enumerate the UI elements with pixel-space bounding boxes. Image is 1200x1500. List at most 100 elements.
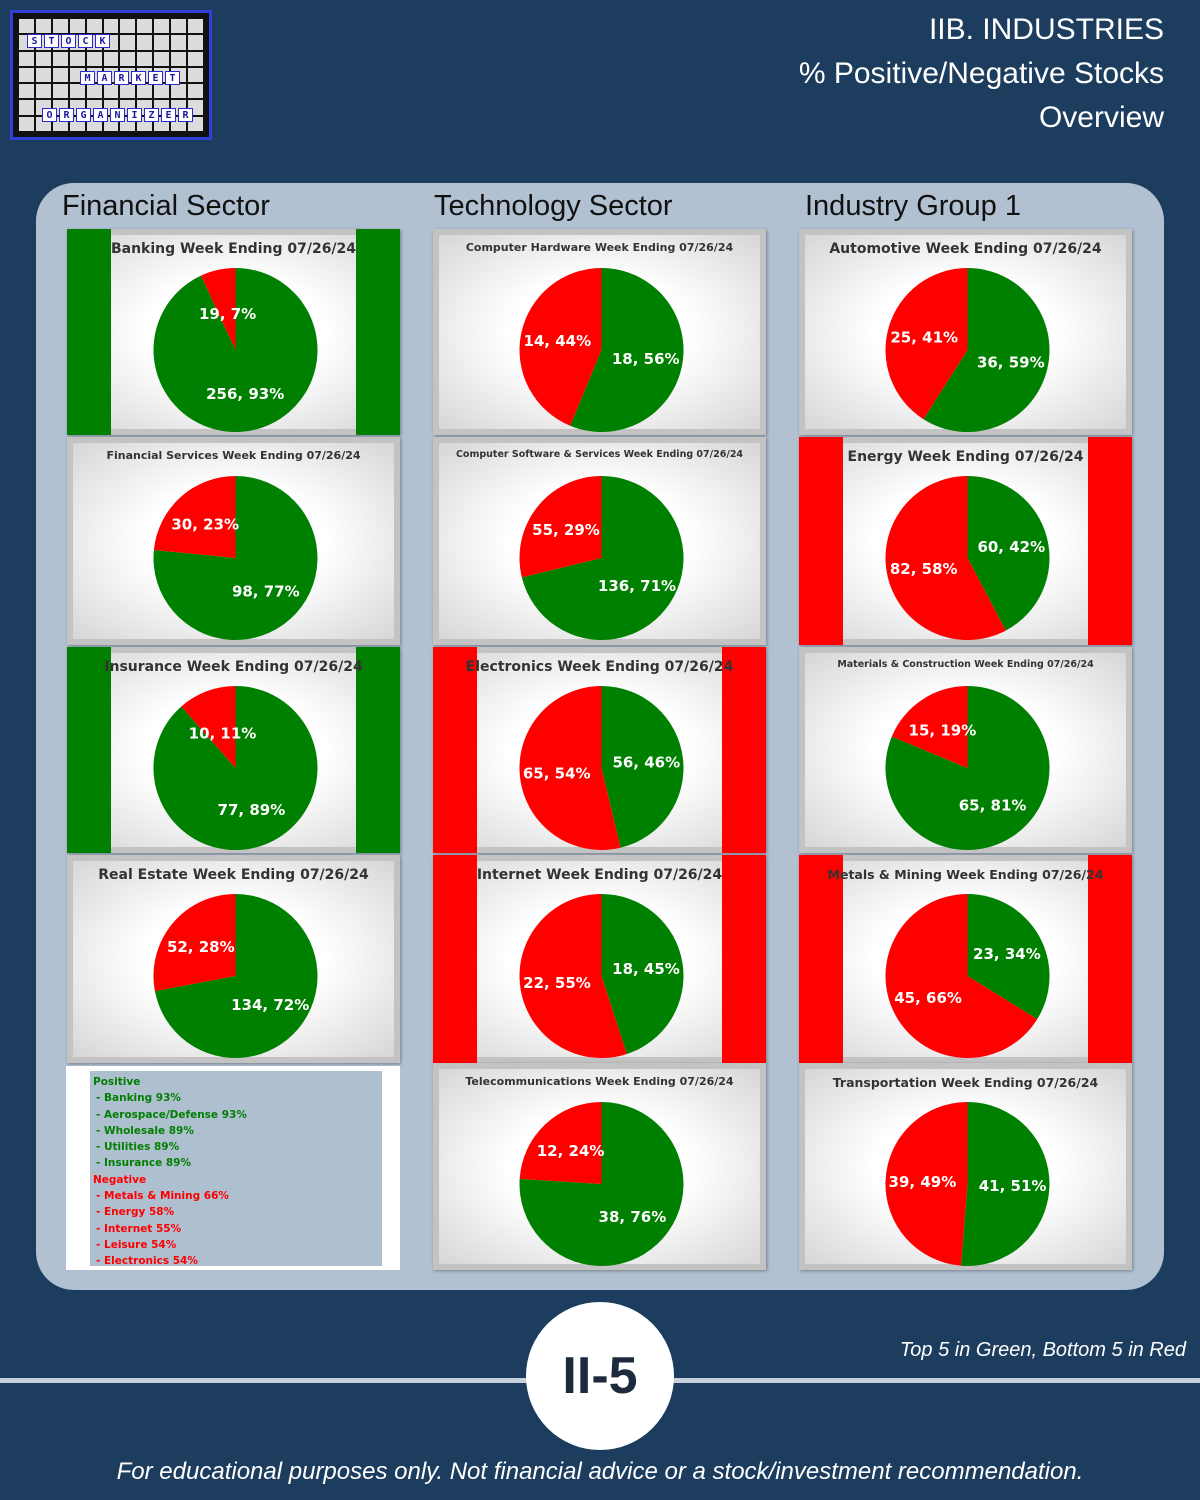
logo-grid-cell — [171, 19, 187, 34]
chart-title: Real Estate Week Ending 07/26/24 — [98, 867, 369, 883]
logo-grid-cell — [120, 84, 136, 99]
logo-letter: E — [148, 71, 163, 85]
pie-slice-negative — [519, 894, 627, 1058]
summary-negative-item: - Energy 58% — [96, 1206, 175, 1219]
pie-slice-negative — [181, 686, 236, 768]
pie-chart: 77, 89% 10, 11% — [153, 686, 318, 850]
logo-grid-cell — [52, 19, 68, 34]
summary-box: Positive - Banking 93% - Aerospace/Defen… — [90, 1071, 382, 1267]
pie-chart-card: Real Estate Week Ending 07/26/24 134, 72%… — [67, 855, 400, 1063]
summary-positive-heading: Positive — [93, 1076, 141, 1088]
pie-chart-card: Computer Software & Services Week Ending… — [433, 437, 766, 645]
bottom-5-highlight-bar — [799, 437, 843, 645]
logo-letter: S — [27, 34, 42, 48]
pie-chart-card: Financial Services Week Ending 07/26/24 9… — [67, 437, 400, 645]
logo-grid-cell — [52, 84, 68, 99]
pie-slice-positive — [521, 476, 684, 640]
pie-slice-negative — [885, 476, 1006, 640]
chart-title: Electronics Week Ending 07/26/24 — [465, 659, 734, 675]
logo-letter: A — [93, 108, 108, 122]
logo-grid-cell — [69, 19, 85, 34]
logo-letter: T — [44, 34, 59, 48]
data-label-negative: 15, 19% — [909, 722, 977, 740]
bottom-5-highlight-bar — [799, 855, 843, 1063]
pie-slice-positive — [601, 894, 684, 1054]
header-line-1: IIB. INDUSTRIES — [928, 13, 1164, 46]
chart-title: Insurance Week Ending 07/26/24 — [104, 659, 363, 675]
logo-grid-cell — [19, 84, 34, 99]
logo-letter: E — [161, 108, 176, 122]
logo-grid-cell — [69, 51, 85, 66]
pie-slice-positive — [923, 268, 1050, 432]
pie-chart: 134, 72% 52, 28% — [153, 894, 318, 1058]
logo-grid-cell — [188, 35, 203, 50]
data-label-negative: 10, 11% — [189, 725, 257, 743]
logo-grid-cell — [35, 84, 51, 99]
data-label-negative: 39, 49% — [889, 1173, 957, 1191]
data-label-negative: 12, 24% — [537, 1142, 605, 1160]
logo-letter: T — [165, 71, 180, 85]
logo-grid-cell — [154, 51, 170, 66]
logo-grid-cell — [188, 67, 203, 83]
chart-title: Computer Hardware Week Ending 07/26/24 — [465, 241, 734, 254]
data-label-positive: 65, 81% — [959, 797, 1027, 815]
logo-grid-cell — [137, 35, 153, 50]
pie-slice-negative — [519, 686, 621, 850]
chart-title: Materials & Construction Week Ending 07/… — [837, 659, 1094, 670]
pie-chart-card: Insurance Week Ending 07/26/24 77, 89% 10,… — [67, 647, 400, 853]
data-label-positive: 60, 42% — [977, 538, 1045, 556]
logo-grid-cell — [171, 35, 187, 50]
bottom-5-highlight-bar — [433, 855, 477, 1063]
pie-slice-negative — [885, 268, 968, 420]
pie-slice-positive — [885, 686, 1050, 850]
pie-chart-card: Banking Week Ending 07/26/24 256, 93% 19, … — [67, 229, 400, 435]
pie-chart-card: Internet Week Ending 07/26/24 18, 45% 22, … — [433, 855, 766, 1063]
data-label-negative: 25, 41% — [890, 328, 958, 346]
logo-grid-cell — [19, 116, 34, 131]
page-number-badge: II-5 — [526, 1302, 674, 1450]
pie-slice-negative — [519, 1102, 602, 1184]
chart-title: Computer Software & Services Week Ending… — [455, 449, 744, 460]
data-label-positive: 38, 76% — [599, 1208, 667, 1226]
top-5-highlight-bar — [356, 647, 400, 853]
summary-negative-item: - Internet 55% — [96, 1222, 182, 1235]
pie-chart: 18, 45% 22, 55% — [519, 894, 684, 1058]
pie-slice-positive — [967, 894, 1050, 1020]
chart-title: Internet Week Ending 07/26/24 — [476, 867, 723, 883]
pie-slice-negative — [519, 268, 602, 426]
logo-grid-cell — [19, 19, 34, 34]
header-line-3: Overview — [1038, 101, 1164, 134]
data-label-negative: 19, 7% — [199, 305, 256, 323]
bottom-5-highlight-bar — [722, 647, 766, 853]
pie-slice-negative — [153, 894, 236, 992]
bottom-5-highlight-bar — [1088, 437, 1132, 645]
logo-grid-cell — [120, 35, 136, 50]
pie-slice-negative — [201, 268, 236, 350]
chart-title: Metals & Mining Week Ending 07/26/24 — [827, 867, 1104, 882]
data-label-positive: 18, 45% — [612, 960, 680, 978]
pie-chart: 23, 34% 45, 66% — [885, 894, 1050, 1058]
logo-grid-cell — [103, 51, 119, 66]
data-label-positive: 56, 46% — [612, 754, 680, 772]
summary-negative-item: - Metals & Mining 66% — [96, 1190, 229, 1203]
column-heading-financial: Financial Sector — [62, 190, 270, 222]
pie-chart: 41, 51% 39, 49% — [885, 1102, 1050, 1266]
logo-grid-cell — [171, 84, 187, 99]
logo-grid-cell — [69, 84, 85, 99]
data-label-positive: 77, 89% — [218, 801, 286, 819]
logo-grid-cell — [86, 19, 102, 34]
data-label-positive: 18, 56% — [612, 350, 680, 368]
pie-chart-card: Metals & Mining Week Ending 07/26/24 23, … — [799, 855, 1132, 1063]
pie-chart: 36, 59% 25, 41% — [885, 268, 1050, 432]
summary-positive-item: - Banking 93% — [96, 1092, 181, 1105]
logo-letter: M — [80, 71, 95, 85]
chart-title: Energy Week Ending 07/26/24 — [847, 449, 1084, 465]
logo-grid-cell — [188, 51, 203, 66]
chart-title: Financial Services Week Ending 07/26/24 — [106, 449, 361, 462]
logo-grid-cell — [120, 51, 136, 66]
summary-negative-item: - Leisure 54% — [96, 1238, 177, 1251]
column-heading-industry-group: Industry Group 1 — [805, 190, 1021, 222]
